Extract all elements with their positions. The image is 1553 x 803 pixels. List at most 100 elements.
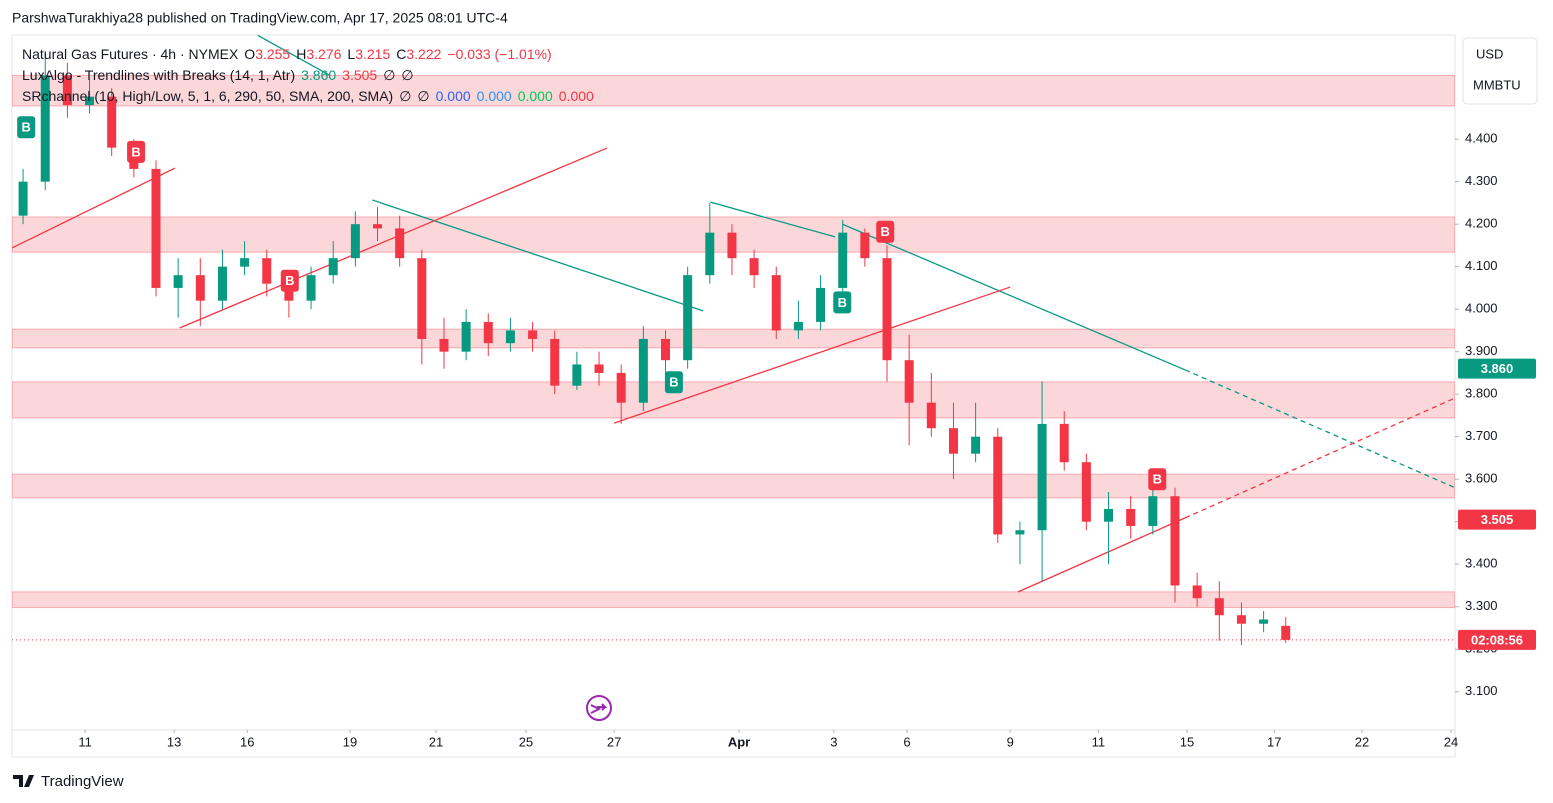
ohlc-value: 3.215 [355,46,391,62]
indicator-value: ∅ [383,67,396,83]
candle-body [1214,598,1224,616]
price-label-box [1458,509,1536,530]
signal-label: B [669,375,678,390]
price-label-box [1458,358,1536,379]
sr-zone [12,381,1455,419]
signal-badge [876,220,895,243]
indicator-value: ∅ [417,88,430,104]
sr-zone [12,328,1455,349]
indicator-value: 3.505 [342,67,378,83]
y-tick-label: 3.100 [1465,683,1498,698]
signal-badge [280,269,299,292]
trendline [1184,397,1455,519]
candle-body [528,330,538,339]
x-tick-label: Apr [728,734,750,749]
unit: MMBTU [1473,77,1521,92]
ohlc-key: C [396,46,407,62]
trendline [257,35,331,76]
candle-body [217,266,227,301]
candle-body [793,321,803,331]
y-tick-label: 3.400 [1465,556,1498,571]
legend-row: Natural Gas Futures · 4h · NYMEX O3.255 H3… [22,44,600,65]
trendline [1017,517,1186,593]
candle-body [1192,585,1202,599]
price-label-box [1458,629,1536,650]
candle-body [350,224,360,259]
x-tick-label: 3 [830,734,837,749]
trendline [613,286,1011,424]
candle-body [195,275,205,301]
legend-row: LuxAlgo - Trendlines with Breaks (14, 1,… [22,65,600,86]
candle-body [749,258,759,276]
x-tick-label: 21 [429,734,443,749]
candle-body [1059,423,1069,463]
trendline [371,199,704,312]
candle-body [62,75,72,106]
signal-label: B [131,144,140,159]
candle-body [439,338,449,352]
signal-badge [1148,468,1167,491]
candle-body [417,258,427,339]
candle-body [816,287,826,322]
candle-body [705,232,715,276]
candle-body [727,232,737,259]
x-tick-label: 27 [607,734,621,749]
candle-body [284,283,294,301]
candle-body [550,338,560,386]
candle-body [660,338,670,361]
candle-body [240,258,250,267]
candle-body [505,330,515,344]
ohlc-key: L [347,46,356,62]
candle-body [1015,530,1025,535]
sr-zone [12,74,1455,107]
signal-badge [664,371,683,394]
y-tick-label: 3.600 [1465,471,1498,486]
candle-body [373,224,383,229]
tv-logo-mark [13,775,34,787]
candle-body [328,258,338,276]
x-tick-label: 22 [1355,734,1369,749]
candle-body [948,428,958,454]
unit-box[interactable] [1462,37,1538,105]
candle-body [1126,508,1136,526]
signal-badge [833,291,852,314]
x-tick-label: 24 [1444,734,1458,749]
price-label: 3.860 [1481,361,1514,376]
candle-body [262,258,272,284]
candle-body [1236,615,1246,624]
ohlc-value: 3.276 [306,46,342,62]
indicator-value: 0.000 [558,88,594,104]
candle-body [151,168,161,288]
indicator-value: 0.000 [517,88,553,104]
ohlc-value: 3.255 [255,46,291,62]
candle-body [838,232,848,288]
candle-body [1259,619,1269,624]
x-tick-label: 16 [240,734,254,749]
candle-body [904,360,914,403]
indicator-value: 0.000 [476,88,512,104]
trendline [1184,369,1455,489]
candle-body [616,372,626,403]
candle-body [395,228,405,259]
y-tick-label: 4.300 [1465,173,1498,188]
y-tick-label: 3.300 [1465,598,1498,613]
currency: USD [1476,46,1503,61]
x-tick-label: 6 [903,734,910,749]
candle-body [85,96,95,106]
y-tick-label: 3.900 [1465,343,1498,358]
trendline [710,201,836,238]
plot-frame [11,34,1456,758]
symbol: Natural Gas Futures · 4h · NYMEX [22,46,239,62]
y-tick-label: 4.400 [1465,131,1498,146]
trendline [842,223,1186,371]
candle-body [1170,496,1180,586]
y-tick-label: 3.700 [1465,428,1498,443]
candle-body [993,436,1003,535]
signal-label: B [838,295,847,310]
candle-body [461,321,471,352]
indicator-name: SRchannel (10, High/Low, 5, 1, 6, 290, 5… [22,88,394,104]
event-icon-arrow [590,703,608,714]
